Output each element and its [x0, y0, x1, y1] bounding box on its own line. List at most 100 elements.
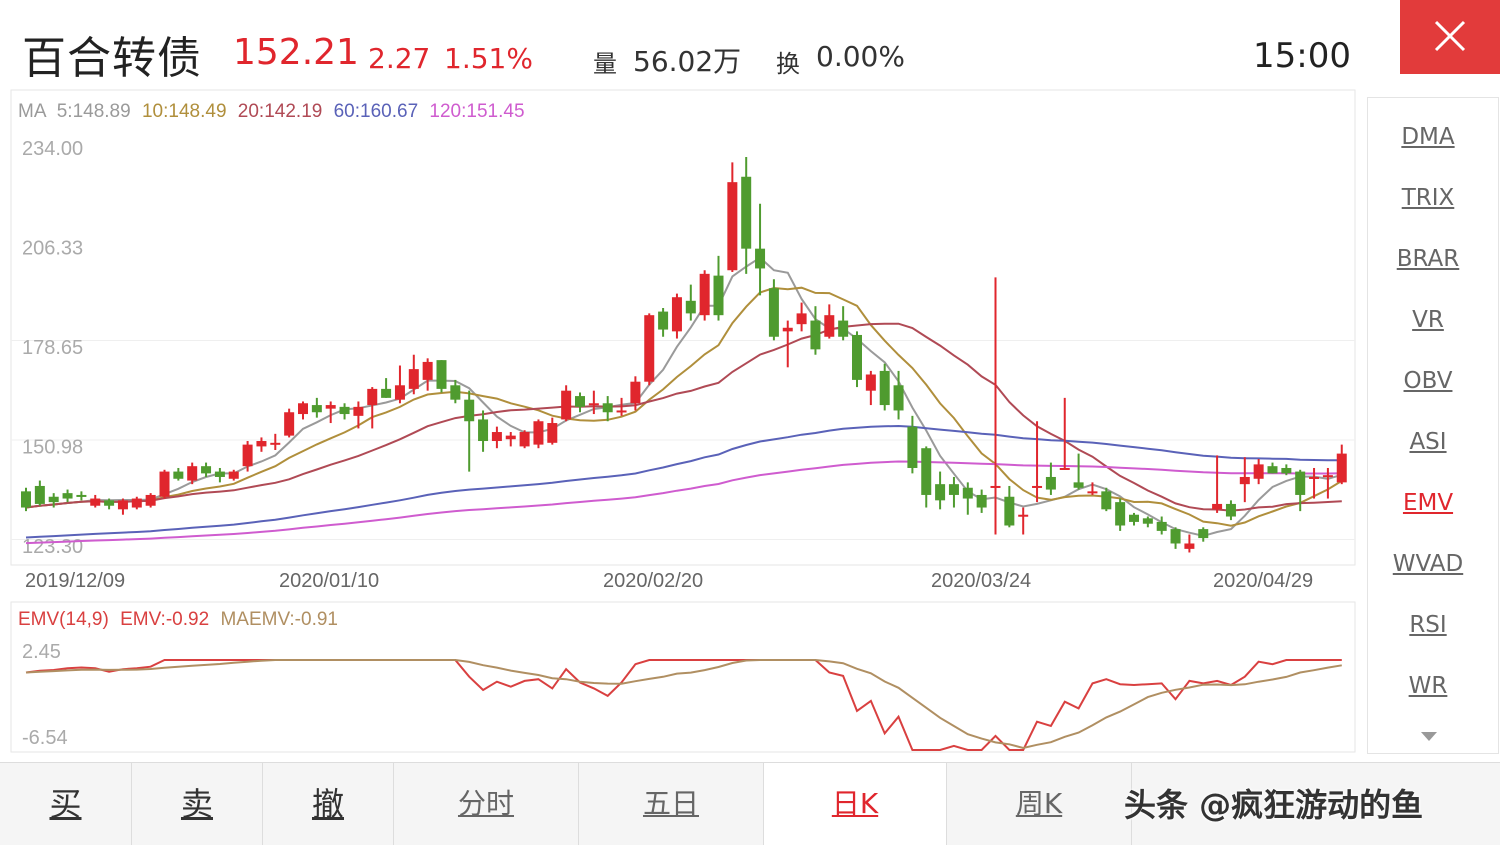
last-price: 152.21: [233, 32, 359, 73]
kline-chart[interactable]: 234.00 206.33 178.65 150.98 123.30 MA 5:148.…: [0, 88, 1360, 756]
indicator-asi[interactable]: ASI: [1409, 429, 1447, 455]
candle-up: [1087, 482, 1098, 495]
ma120-line: [25, 460, 1342, 545]
candle-body: [907, 426, 918, 468]
candle-body: [381, 388, 392, 398]
turnover-value: 0.00%: [816, 40, 905, 73]
candle-up: [367, 387, 378, 429]
indicator-obv[interactable]: OBV: [1403, 368, 1453, 394]
close-button[interactable]: [1400, 0, 1500, 74]
candle-body: [1212, 503, 1223, 510]
candle-down: [1101, 487, 1112, 512]
candle-down: [852, 331, 862, 388]
candle-up: [353, 401, 364, 429]
candle-up: [671, 293, 682, 339]
candle-down: [1225, 500, 1236, 521]
maemv-line: [25, 659, 1342, 750]
candle-body: [1225, 503, 1236, 517]
candle-down: [1281, 464, 1292, 476]
candle-body: [256, 441, 267, 447]
candle-body: [879, 370, 890, 406]
candle-up: [561, 385, 572, 422]
indicator-emv[interactable]: EMV: [1402, 490, 1454, 516]
candle-down: [464, 390, 475, 472]
candle-down: [602, 396, 613, 422]
tab-weekly-k[interactable]: 周K: [947, 763, 1132, 845]
candle-down: [976, 489, 987, 513]
candle-body: [298, 403, 308, 415]
emv-axis-top: 2.45: [22, 641, 61, 663]
candle-body: [1322, 475, 1333, 478]
candle-body: [741, 176, 752, 249]
candle-body: [353, 406, 364, 416]
candle-body: [616, 410, 627, 413]
candle-body: [1059, 467, 1070, 470]
candle-body: [436, 360, 447, 389]
price-axis-label: 150.98: [22, 436, 83, 458]
candle-up: [187, 462, 198, 485]
candle-up: [325, 401, 336, 424]
candle-up: [298, 401, 308, 420]
date-label: 2019/12/09: [25, 570, 125, 592]
indicator-dma[interactable]: DMA: [1401, 124, 1455, 150]
buy-button[interactable]: 买: [0, 763, 132, 845]
indicator-panel: DMA TRIX BRAR VR OBV ASI EMV WVAD RSI WR: [1367, 97, 1499, 754]
candle-body: [48, 496, 59, 503]
candle-body: [727, 182, 738, 271]
scroll-down-icon[interactable]: [1421, 732, 1437, 741]
candle-body: [644, 315, 655, 382]
candle-body: [422, 361, 433, 380]
candle-body: [1032, 485, 1043, 488]
candle-up: [796, 302, 807, 332]
indicator-rsi[interactable]: RSI: [1409, 612, 1447, 638]
candles: [21, 156, 1347, 553]
date-label: 2020/01/10: [279, 570, 379, 592]
candle-body: [658, 311, 669, 330]
sell-button[interactable]: 卖: [132, 763, 263, 845]
ma10-line: [25, 286, 1343, 527]
tab-intraday-label: 分时: [457, 787, 514, 820]
emv-panel-frame: [10, 601, 1356, 753]
candle-down: [575, 392, 585, 413]
candle-body: [824, 315, 835, 337]
candle-down: [34, 480, 45, 506]
candle-up: [284, 408, 295, 438]
candle-down: [21, 487, 31, 512]
indicator-wvad[interactable]: WVAD: [1392, 551, 1464, 577]
candle-down: [685, 284, 696, 321]
cancel-order-button[interactable]: 撤: [263, 763, 394, 845]
tab-weekly-k-label: 周K: [1015, 787, 1063, 820]
candle-up: [630, 376, 641, 411]
price-axis-label: 234.00: [22, 138, 83, 160]
ma-prefix: MA: [18, 101, 47, 122]
tab-daily-k[interactable]: 日K: [764, 763, 947, 845]
candle-down: [478, 410, 489, 452]
tab-intraday[interactable]: 分时: [394, 763, 579, 845]
candle-body: [547, 423, 558, 443]
price-axis-label: 178.65: [22, 337, 83, 359]
candle-up: [228, 469, 239, 481]
sell-label: 卖: [180, 785, 213, 823]
price-change: 2.27: [368, 42, 431, 75]
candle-down: [1170, 527, 1181, 549]
indicator-wr[interactable]: WR: [1408, 673, 1448, 699]
candle-up: [727, 162, 738, 273]
indicator-trix[interactable]: TRIX: [1401, 185, 1455, 211]
close-x-icon: [1434, 20, 1466, 52]
candle-up: [990, 277, 1001, 535]
candle-body: [1198, 529, 1209, 539]
candle-up: [117, 498, 128, 515]
candle-down: [76, 491, 87, 501]
candle-body: [1184, 543, 1195, 549]
candle-body: [782, 327, 793, 332]
indicator-vr[interactable]: VR: [1412, 307, 1444, 333]
tab-five-day[interactable]: 五日: [579, 763, 764, 845]
candle-down: [921, 446, 932, 508]
candle-up: [547, 417, 558, 445]
cancel-label: 撤: [311, 785, 344, 823]
candle-down: [810, 306, 821, 355]
candle-body: [62, 493, 73, 499]
buy-label: 买: [49, 785, 82, 823]
indicator-brar[interactable]: BRAR: [1396, 246, 1460, 272]
emv-value: EMV:-0.92: [120, 609, 209, 630]
